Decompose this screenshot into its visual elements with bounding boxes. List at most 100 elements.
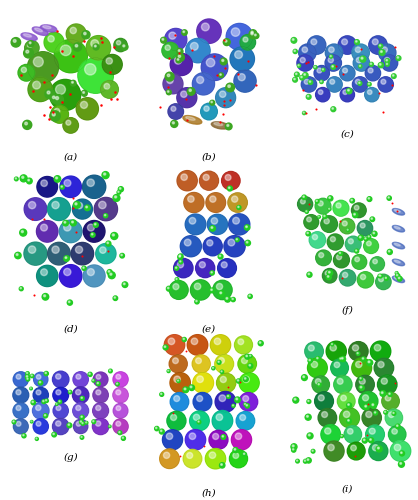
Circle shape <box>166 90 171 94</box>
Circle shape <box>396 272 397 273</box>
Circle shape <box>325 44 343 62</box>
Circle shape <box>369 36 387 54</box>
Circle shape <box>250 30 257 37</box>
Circle shape <box>104 173 106 175</box>
Circle shape <box>80 421 82 422</box>
Circle shape <box>376 446 382 452</box>
Circle shape <box>28 52 59 82</box>
Circle shape <box>36 220 58 242</box>
Circle shape <box>363 439 365 440</box>
Circle shape <box>394 444 401 450</box>
Circle shape <box>175 278 179 281</box>
Circle shape <box>305 342 323 360</box>
Circle shape <box>239 373 259 393</box>
Circle shape <box>333 200 349 216</box>
Circle shape <box>180 236 201 257</box>
Circle shape <box>355 80 360 84</box>
Circle shape <box>213 280 232 299</box>
Circle shape <box>220 292 222 294</box>
Circle shape <box>358 235 364 240</box>
Circle shape <box>296 460 298 461</box>
Circle shape <box>199 262 205 268</box>
Circle shape <box>347 403 352 408</box>
Circle shape <box>228 239 235 246</box>
Circle shape <box>168 91 169 92</box>
Circle shape <box>370 62 373 66</box>
Circle shape <box>64 224 71 231</box>
Circle shape <box>54 176 61 182</box>
Circle shape <box>300 58 305 62</box>
Circle shape <box>187 452 193 458</box>
Circle shape <box>291 38 297 43</box>
Circle shape <box>20 229 27 236</box>
Circle shape <box>21 230 23 232</box>
Circle shape <box>69 390 72 394</box>
Circle shape <box>318 216 320 218</box>
Circle shape <box>96 374 101 379</box>
Circle shape <box>377 447 379 449</box>
Circle shape <box>246 355 247 356</box>
Circle shape <box>304 74 306 76</box>
Circle shape <box>370 439 371 440</box>
Circle shape <box>173 258 193 278</box>
Circle shape <box>86 206 87 208</box>
Circle shape <box>13 421 14 422</box>
Circle shape <box>187 88 195 95</box>
Circle shape <box>219 290 224 296</box>
Circle shape <box>364 404 369 410</box>
Circle shape <box>334 376 352 394</box>
Circle shape <box>230 46 255 71</box>
Circle shape <box>231 28 240 36</box>
Circle shape <box>327 270 333 276</box>
Circle shape <box>303 72 308 78</box>
Circle shape <box>232 430 252 450</box>
Circle shape <box>44 372 48 376</box>
Ellipse shape <box>393 276 405 282</box>
Circle shape <box>235 238 239 242</box>
Circle shape <box>196 258 215 278</box>
Circle shape <box>227 124 229 126</box>
Circle shape <box>48 36 54 42</box>
Circle shape <box>81 422 84 426</box>
Circle shape <box>397 425 398 426</box>
Circle shape <box>306 211 307 212</box>
Circle shape <box>307 400 311 404</box>
Circle shape <box>332 66 333 67</box>
Circle shape <box>176 58 181 63</box>
Circle shape <box>210 271 214 275</box>
Circle shape <box>303 460 307 463</box>
Circle shape <box>188 196 194 202</box>
Circle shape <box>219 462 225 468</box>
Circle shape <box>73 43 82 51</box>
Circle shape <box>45 89 54 99</box>
Circle shape <box>342 358 343 359</box>
Circle shape <box>160 449 179 468</box>
Circle shape <box>347 442 365 460</box>
Circle shape <box>16 422 21 426</box>
Circle shape <box>164 334 185 355</box>
Circle shape <box>315 198 331 214</box>
Circle shape <box>186 38 210 63</box>
Circle shape <box>385 396 391 401</box>
Circle shape <box>340 434 344 438</box>
Circle shape <box>235 433 242 440</box>
Circle shape <box>25 375 30 379</box>
Circle shape <box>369 428 375 434</box>
Circle shape <box>99 247 106 254</box>
Circle shape <box>56 421 61 426</box>
Circle shape <box>113 194 120 202</box>
Circle shape <box>177 88 197 108</box>
Circle shape <box>113 388 128 402</box>
Circle shape <box>74 202 80 208</box>
Circle shape <box>238 339 244 344</box>
Circle shape <box>236 238 237 240</box>
Circle shape <box>93 222 98 228</box>
Circle shape <box>94 224 96 225</box>
Circle shape <box>109 369 112 373</box>
Circle shape <box>177 170 197 191</box>
Circle shape <box>245 378 246 379</box>
Circle shape <box>390 441 411 461</box>
Text: (i): (i) <box>342 484 353 494</box>
Circle shape <box>74 420 88 434</box>
Circle shape <box>50 111 60 121</box>
